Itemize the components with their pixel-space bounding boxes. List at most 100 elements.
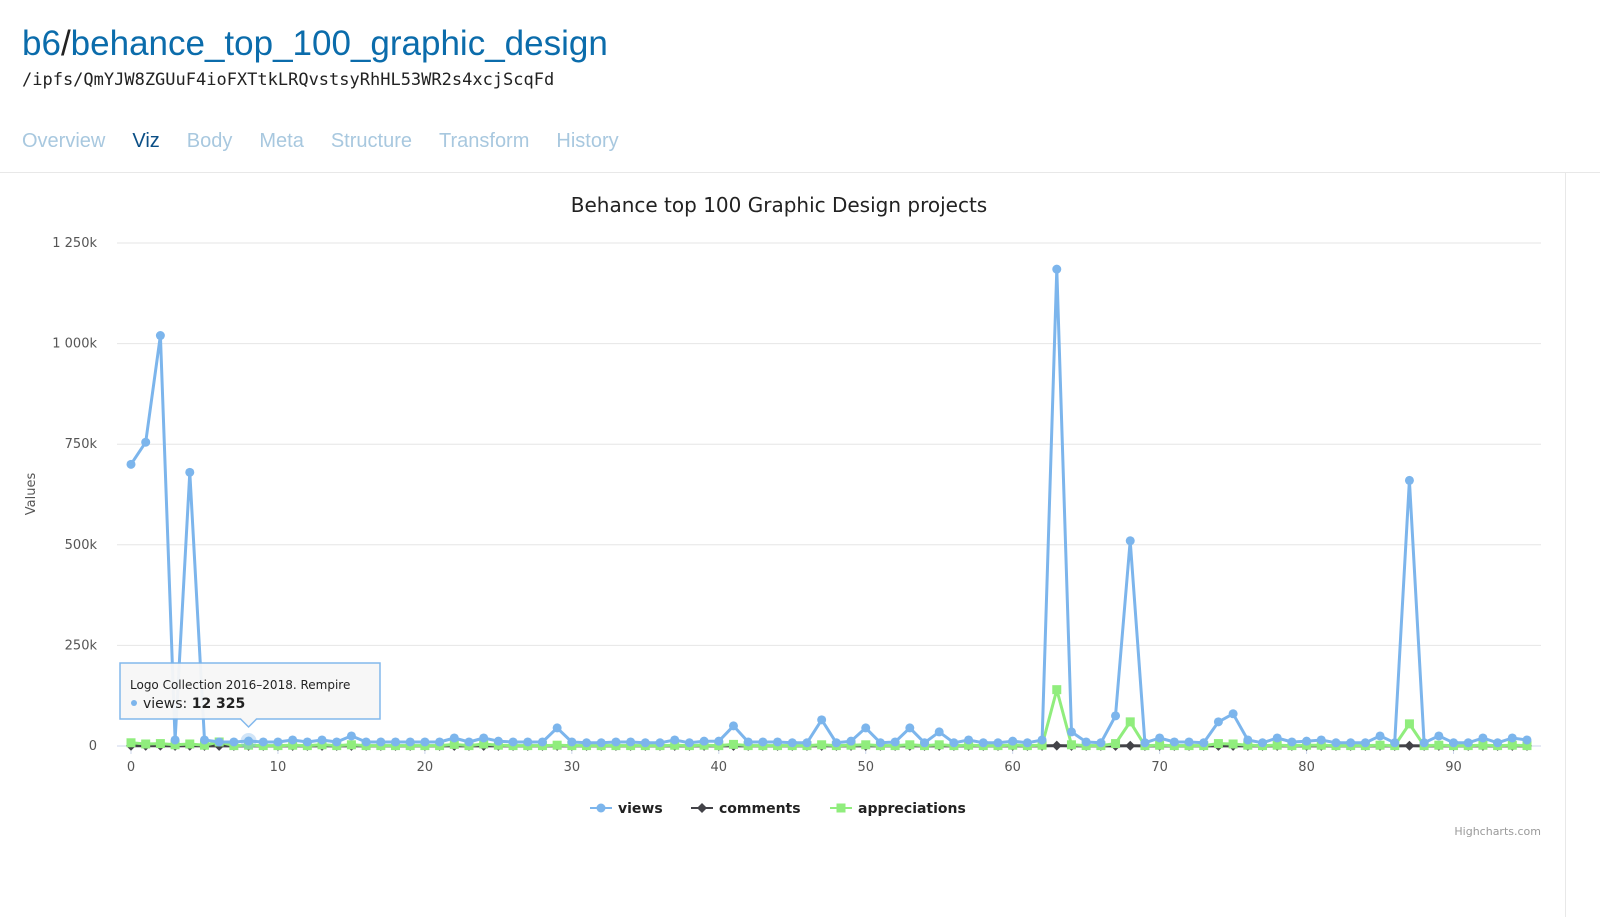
data-point-views[interactable] bbox=[1199, 738, 1208, 747]
data-point-appreciations[interactable] bbox=[1052, 685, 1061, 694]
data-point-appreciations[interactable] bbox=[1214, 739, 1223, 748]
data-point-views[interactable] bbox=[450, 733, 459, 742]
data-point-views[interactable] bbox=[1464, 738, 1473, 747]
data-point-views[interactable] bbox=[127, 460, 136, 469]
data-point-views[interactable] bbox=[362, 737, 371, 746]
data-point-views[interactable] bbox=[1376, 731, 1385, 740]
data-point-views[interactable] bbox=[259, 737, 268, 746]
data-point-views[interactable] bbox=[993, 738, 1002, 747]
data-point-appreciations[interactable] bbox=[1376, 741, 1385, 750]
data-point-views[interactable] bbox=[141, 438, 150, 447]
data-point-views[interactable] bbox=[670, 735, 679, 744]
data-point-views[interactable] bbox=[1023, 738, 1032, 747]
data-point-views[interactable] bbox=[729, 721, 738, 730]
data-point-views[interactable] bbox=[288, 735, 297, 744]
data-point-views[interactable] bbox=[553, 723, 562, 732]
data-point-views[interactable] bbox=[185, 468, 194, 477]
data-point-appreciations[interactable] bbox=[729, 740, 738, 749]
data-point-views[interactable] bbox=[964, 735, 973, 744]
data-point-appreciations[interactable] bbox=[1111, 739, 1120, 748]
data-point-appreciations[interactable] bbox=[1229, 739, 1238, 748]
data-point-views[interactable] bbox=[626, 737, 635, 746]
data-point-views[interactable] bbox=[347, 731, 356, 740]
data-point-comments[interactable] bbox=[1052, 741, 1062, 751]
data-point-views[interactable] bbox=[700, 737, 709, 746]
data-point-views[interactable] bbox=[876, 738, 885, 747]
data-point-views[interactable] bbox=[171, 735, 180, 744]
data-point-views[interactable] bbox=[597, 738, 606, 747]
data-point-views[interactable] bbox=[318, 735, 327, 744]
data-point-views[interactable] bbox=[1390, 738, 1399, 747]
data-point-appreciations[interactable] bbox=[905, 740, 914, 749]
data-point-views[interactable] bbox=[979, 738, 988, 747]
data-point-views[interactable] bbox=[391, 737, 400, 746]
legend-symbol-appreciations[interactable] bbox=[837, 804, 846, 813]
data-point-views[interactable] bbox=[1243, 735, 1252, 744]
data-point-views[interactable] bbox=[1082, 737, 1091, 746]
data-point-views[interactable] bbox=[920, 738, 929, 747]
data-point-views[interactable] bbox=[1523, 735, 1532, 744]
data-point-appreciations[interactable] bbox=[817, 740, 826, 749]
data-point-views[interactable] bbox=[802, 738, 811, 747]
data-point-views[interactable] bbox=[582, 738, 591, 747]
data-point-views[interactable] bbox=[1214, 717, 1223, 726]
data-point-views[interactable] bbox=[1185, 737, 1194, 746]
data-point-views[interactable] bbox=[714, 737, 723, 746]
data-point-views[interactable] bbox=[641, 738, 650, 747]
data-point-views[interactable] bbox=[1052, 265, 1061, 274]
data-point-appreciations[interactable] bbox=[1126, 717, 1135, 726]
data-point-views[interactable] bbox=[1008, 737, 1017, 746]
data-point-views[interactable] bbox=[1170, 737, 1179, 746]
data-point-views[interactable] bbox=[1434, 731, 1443, 740]
data-point-views[interactable] bbox=[788, 738, 797, 747]
data-point-views[interactable] bbox=[949, 738, 958, 747]
data-point-views[interactable] bbox=[435, 737, 444, 746]
data-point-appreciations[interactable] bbox=[1405, 719, 1414, 728]
data-point-appreciations[interactable] bbox=[127, 738, 136, 747]
data-point-views[interactable] bbox=[1258, 738, 1267, 747]
data-point-views[interactable] bbox=[1361, 738, 1370, 747]
data-point-appreciations[interactable] bbox=[861, 740, 870, 749]
data-point-appreciations[interactable] bbox=[185, 739, 194, 748]
data-point-views[interactable] bbox=[229, 737, 238, 746]
data-point-views[interactable] bbox=[1038, 735, 1047, 744]
data-point-views[interactable] bbox=[891, 737, 900, 746]
data-point-views[interactable] bbox=[273, 737, 282, 746]
data-point-views[interactable] bbox=[406, 737, 415, 746]
data-point-views[interactable] bbox=[935, 727, 944, 736]
data-point-appreciations[interactable] bbox=[1434, 741, 1443, 750]
data-point-appreciations[interactable] bbox=[141, 739, 150, 748]
data-point-comments[interactable] bbox=[1404, 741, 1414, 751]
data-point-views[interactable] bbox=[1317, 735, 1326, 744]
data-point-views[interactable] bbox=[817, 715, 826, 724]
data-point-views[interactable] bbox=[656, 738, 665, 747]
data-point-views[interactable] bbox=[494, 737, 503, 746]
data-point-views[interactable] bbox=[464, 737, 473, 746]
data-point-comments[interactable] bbox=[1125, 741, 1135, 751]
data-point-views[interactable] bbox=[523, 737, 532, 746]
data-point-views[interactable] bbox=[1449, 738, 1458, 747]
data-point-views[interactable] bbox=[1346, 738, 1355, 747]
data-point-views[interactable] bbox=[1478, 733, 1487, 742]
data-point-appreciations[interactable] bbox=[347, 740, 356, 749]
data-point-views[interactable] bbox=[303, 737, 312, 746]
data-point-views[interactable] bbox=[1493, 738, 1502, 747]
legend-symbol-views[interactable] bbox=[597, 804, 606, 813]
data-point-views[interactable] bbox=[611, 737, 620, 746]
data-point-views[interactable] bbox=[1111, 711, 1120, 720]
data-point-views[interactable] bbox=[1420, 738, 1429, 747]
highcharts-credit[interactable]: Highcharts.com bbox=[1454, 825, 1541, 838]
data-point-views[interactable] bbox=[200, 735, 209, 744]
data-point-views[interactable] bbox=[1331, 738, 1340, 747]
data-point-appreciations[interactable] bbox=[156, 739, 165, 748]
data-point-views[interactable] bbox=[758, 737, 767, 746]
data-point-views[interactable] bbox=[1287, 737, 1296, 746]
data-point-appreciations[interactable] bbox=[935, 740, 944, 749]
data-point-appreciations[interactable] bbox=[553, 741, 562, 750]
data-point-views[interactable] bbox=[215, 737, 224, 746]
data-point-views[interactable] bbox=[509, 737, 518, 746]
data-point-views[interactable] bbox=[538, 737, 547, 746]
data-point-views[interactable] bbox=[1067, 727, 1076, 736]
data-point-views[interactable] bbox=[1508, 733, 1517, 742]
data-point-appreciations[interactable] bbox=[1067, 740, 1076, 749]
